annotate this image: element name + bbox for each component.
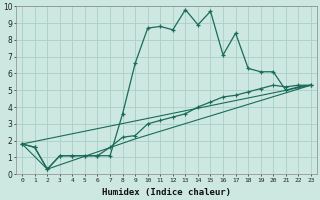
X-axis label: Humidex (Indice chaleur): Humidex (Indice chaleur) — [102, 188, 231, 197]
